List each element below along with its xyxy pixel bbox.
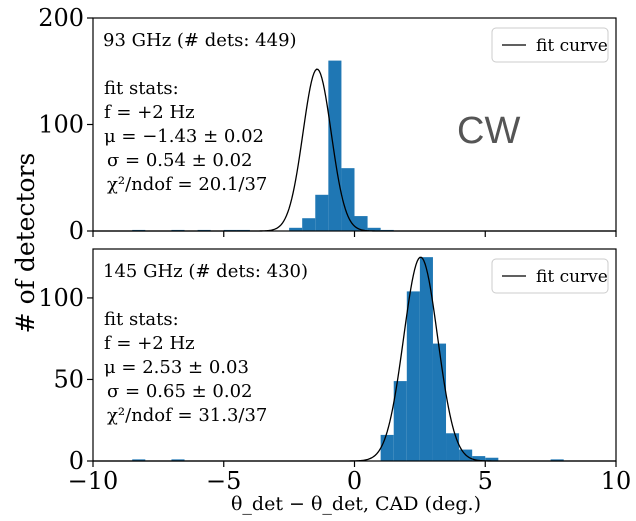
panel-title: 93 GHz (# dets: 449) xyxy=(103,30,297,51)
fit-stat-line: σ = 0.65 ± 0.02 xyxy=(107,381,253,402)
x-tick-label: −10 xyxy=(68,467,119,495)
x-axis-label: θ_det − θ_det, CAD (deg.) xyxy=(231,493,481,515)
x-tick-label: 10 xyxy=(601,467,632,495)
x-tick-label: 0 xyxy=(347,467,362,495)
histogram-bar xyxy=(446,433,460,461)
y-tick-label: 0 xyxy=(69,217,84,245)
legend-label: fit curve xyxy=(536,267,608,287)
fit-stat-line: f = +2 Hz xyxy=(104,102,195,123)
legend-box xyxy=(491,258,609,294)
histogram-bar xyxy=(406,291,420,461)
fit-stat-line: χ²/ndof = 31.3/37 xyxy=(107,405,267,426)
histogram-bar xyxy=(380,434,394,461)
fit-stats-header: fit stats: xyxy=(104,309,179,330)
histogram-bar xyxy=(367,227,381,231)
fit-stat-line: χ²/ndof = 20.1/37 xyxy=(107,174,267,195)
histogram-bar xyxy=(354,216,368,231)
fit-stats-header: fit stats: xyxy=(104,78,179,99)
legend-label: fit curve xyxy=(536,36,608,56)
y-tick-label: 200 xyxy=(38,4,84,32)
y-axis-label: # of detectors xyxy=(11,153,40,334)
y-tick-label: 0 xyxy=(69,447,84,475)
histogram-bar xyxy=(289,227,303,231)
histogram-bar xyxy=(419,257,433,461)
y-tick-label: 100 xyxy=(38,111,84,139)
panel-title: 145 GHz (# dets: 430) xyxy=(103,261,308,282)
x-tick-label: −5 xyxy=(206,467,241,495)
panel-1: 0 100 200 93 GHz (# dets: 449) fit stats: f =… xyxy=(38,4,617,245)
fit-stat-line: σ = 0.54 ± 0.02 xyxy=(107,150,253,171)
histogram-bar xyxy=(315,194,329,231)
histogram-bar xyxy=(302,218,316,231)
histogram-bar xyxy=(393,381,407,461)
histogram-bar xyxy=(341,168,355,231)
fit-stat-line: μ = 2.53 ± 0.03 xyxy=(104,357,249,378)
legend-box xyxy=(491,27,609,63)
x-tick-label: 5 xyxy=(478,467,493,495)
fit-stat-line: μ = −1.43 ± 0.02 xyxy=(104,126,264,147)
cw-annotation: CW xyxy=(457,110,520,152)
histogram-bar xyxy=(132,459,146,461)
histogram-bar xyxy=(472,456,486,461)
histogram-bar xyxy=(171,459,185,461)
histogram-bar xyxy=(328,60,342,231)
y-tick-label: 50 xyxy=(53,365,84,393)
histogram-bar xyxy=(550,459,564,461)
fit-stat-line: f = +2 Hz xyxy=(104,333,195,354)
histogram-bar xyxy=(432,343,447,461)
y-tick-label: 100 xyxy=(38,284,84,312)
histogram-bar xyxy=(485,457,499,461)
